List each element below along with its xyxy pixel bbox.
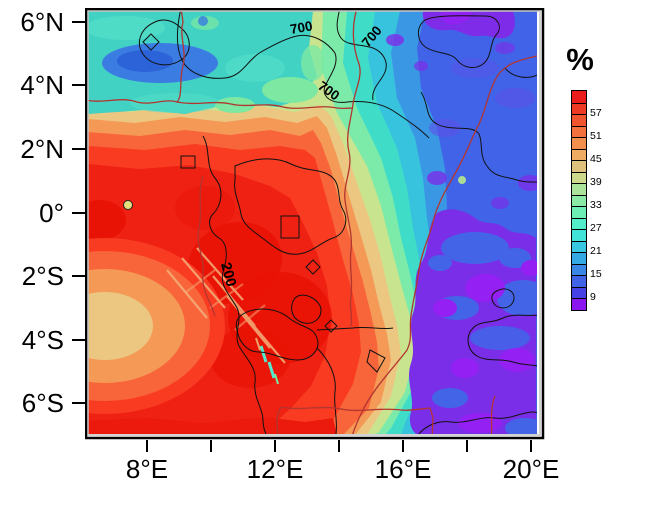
colorbar-segment [572,206,586,218]
colorbar-segment [572,125,586,137]
colorbar-segment [572,263,586,275]
colorbar [571,90,587,311]
colorbar-segment [572,91,586,103]
map-inner-frame [87,10,541,436]
y-tick [72,84,85,86]
y-axis-label: 6°N [20,7,64,37]
map-canvas: 700 700 700 200 [84,7,545,440]
colorbar-segment [572,194,586,206]
x-tick [274,440,276,452]
map-plot-area: 700 700 700 200 [84,7,545,440]
x-tick [402,440,404,452]
y-axis-label: 4°N [20,70,64,100]
colorbar-tick-label: 39 [590,176,602,188]
field-layers: 700 700 700 200 [88,11,537,434]
y-axis-label: 2°S [21,261,64,291]
colorbar-tick-label: 57 [590,107,602,119]
y-tick [72,339,85,341]
y-axis-label: 6°S [21,388,64,418]
x-tick [530,440,532,452]
contour-label-700-a: 700 [289,18,314,37]
hatch-streaks [166,247,286,364]
colorbar-tick-label: 27 [590,222,602,234]
colorbar-tick-label: 21 [590,245,602,257]
x-tick [338,440,340,452]
colorbar-title: % [566,42,594,77]
colorbar-segment [572,229,586,241]
y-axis-label: 4°S [21,325,64,355]
colorbar-tick-label: 15 [590,268,602,280]
colorbar-segment [572,275,586,287]
y-tick [72,275,85,277]
colorbar-segment [572,114,586,126]
colorbar-segment [572,171,586,183]
x-axis-label: 12°E [246,454,304,484]
colorbar-tick-label: 51 [590,130,602,142]
colorbar-tick-label: 45 [590,153,602,165]
x-tick [210,440,212,452]
y-tick [72,148,85,150]
colorbar-segment [572,298,586,310]
colorbar-segment [572,217,586,229]
map-frame [84,7,545,440]
colorbar-segment [572,183,586,195]
x-tick [466,440,468,452]
border-lines [88,11,537,434]
colorbar-segment [572,148,586,160]
contour-lines [139,11,537,434]
x-tick [146,440,148,452]
y-axis-label: 2°N [20,134,64,164]
colorbar-tick-label: 33 [590,199,602,211]
y-tick [72,212,85,214]
y-tick [72,402,85,404]
colorbar-segment [572,137,586,149]
colorbar-tick-label: 9 [590,291,596,303]
colorbar-segment [572,102,586,114]
y-axis-label: 0° [39,198,64,228]
colorbar-segment [572,286,586,298]
x-axis-label: 20°E [502,454,560,484]
colorbar-segment [572,252,586,264]
x-axis-label: 16°E [374,454,432,484]
colorbar-segment [572,240,586,252]
colorbar-segment [572,160,586,172]
x-axis-label: 8°E [125,454,169,484]
y-tick [72,21,85,23]
contour-label-200: 200 [217,261,239,289]
